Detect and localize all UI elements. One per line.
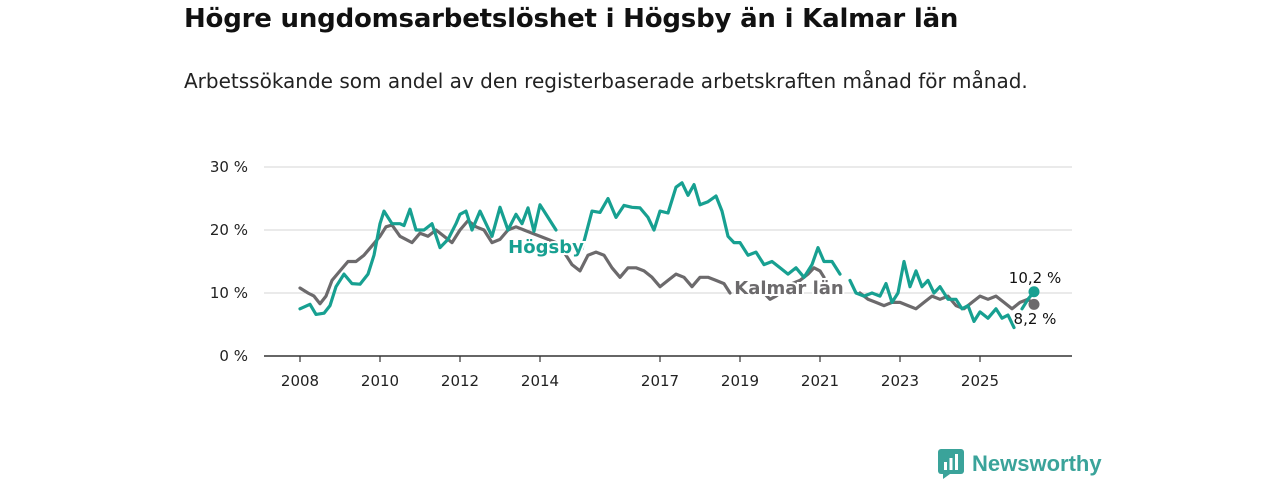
x-tick-label: 2025	[961, 372, 999, 390]
x-tick-label: 2023	[881, 372, 919, 390]
hogsby-line	[572, 181, 842, 279]
x-tick-label: 2014	[521, 372, 559, 390]
kalmar-lan-series-label: Kalmar län	[734, 278, 843, 299]
chart-title: Högre ungdomsarbetslöshet i Högsby än i …	[184, 4, 959, 34]
y-tick-label: 20 %	[210, 221, 248, 239]
kalmar-lan-line	[762, 266, 826, 301]
y-tick-label: 0 %	[219, 347, 248, 365]
kalmar-lan-line	[298, 219, 732, 306]
hogsby-line	[298, 203, 558, 316]
hogsby-end-marker	[1028, 286, 1040, 298]
kalmar-lan-end-marker	[1028, 298, 1040, 310]
hogsby-line	[848, 259, 1016, 330]
kalmar-lan-line	[858, 291, 1036, 311]
y-tick-label: 10 %	[210, 284, 248, 302]
y-tick-label: 30 %	[210, 158, 248, 176]
x-tick-label: 2017	[641, 372, 679, 390]
kalmar-lan-value-label: 8,2 %	[1014, 310, 1057, 328]
chart-subtitle: Arbetssökande som andel av den registerb…	[184, 69, 1028, 93]
x-tick-label: 2012	[441, 372, 479, 390]
x-tick-label: 2019	[721, 372, 759, 390]
hogsby-value-label: 10,2 %	[1009, 269, 1061, 287]
x-tick-label: 2010	[361, 372, 399, 390]
x-tick-label: 2021	[801, 372, 839, 390]
newsworthy-logo: Newsworthy	[938, 449, 1102, 479]
newsworthy-logo-text: Newsworthy	[972, 451, 1102, 476]
hogsby-series-label: Högsby	[508, 237, 584, 258]
newsworthy-logo-icon	[938, 449, 964, 479]
x-tick-label: 2008	[281, 372, 319, 390]
